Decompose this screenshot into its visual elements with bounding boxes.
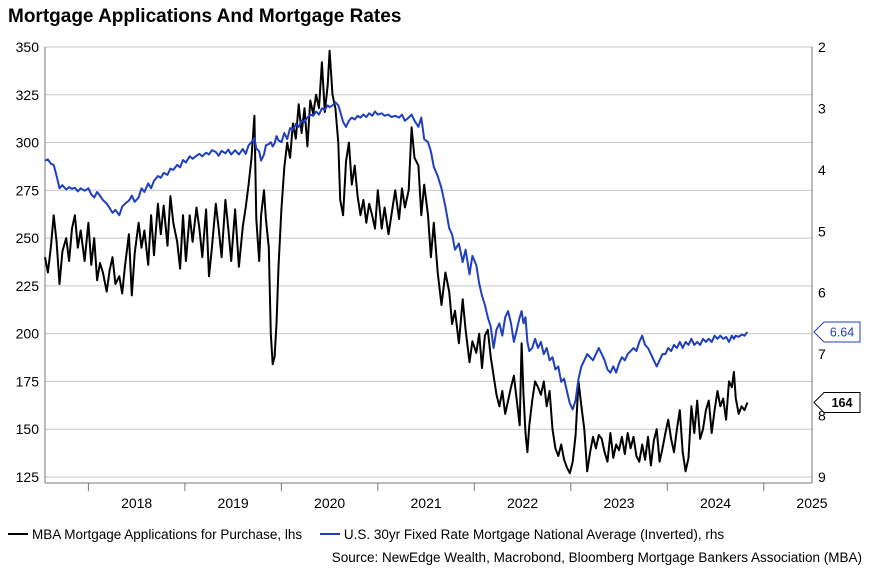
x-tick-label: 2024 — [700, 495, 731, 511]
value-labels: 164 6.64 — [813, 321, 861, 413]
right-tick-label: 6 — [818, 285, 826, 301]
right-tick-label: 9 — [818, 469, 826, 485]
legend-swatch-blue — [319, 533, 340, 535]
x-tick-label: 2020 — [314, 495, 345, 511]
series-line-applications — [44, 49, 749, 475]
x-tick-label: 2022 — [507, 495, 538, 511]
legend-label-applications: MBA Mortgage Applications for Purchase, … — [32, 526, 303, 542]
right-tick-label: 8 — [818, 408, 826, 424]
left-tick-label: 250 — [16, 230, 40, 246]
left-tick-label: 350 — [16, 39, 40, 55]
x-tick-label: 2025 — [796, 495, 827, 511]
legend-swatch-black — [8, 533, 28, 535]
left-tick-label: 225 — [16, 278, 40, 294]
x-tick-label: 2023 — [603, 495, 634, 511]
left-tick-label: 150 — [16, 421, 40, 437]
right-tick-label: 4 — [818, 162, 826, 178]
right-tick-label: 3 — [818, 100, 826, 116]
right-tick-label: 7 — [818, 346, 826, 362]
value-tag-applications — [813, 391, 861, 413]
source-note: Source: NewEdge Wealth, Macrobond, Bloom… — [331, 550, 862, 565]
left-tick-label: 325 — [16, 87, 40, 103]
legend-item-applications: MBA Mortgage Applications for Purchase, … — [8, 527, 302, 542]
left-tick-label: 300 — [16, 135, 40, 151]
gridlines — [45, 46, 812, 478]
legend: MBA Mortgage Applications for Purchase, … — [8, 523, 738, 542]
right-tick-label: 5 — [818, 223, 826, 239]
x-tick-label: 2021 — [411, 495, 442, 511]
series-line-mortgage-rate — [44, 101, 749, 411]
value-label-applications: 164 — [832, 396, 853, 410]
value-tag-mortgage-rate — [813, 321, 861, 343]
chart-title: Mortgage Applications And Mortgage Rates — [8, 6, 402, 27]
legend-label-mortgage-rate: U.S. 30yr Fixed Rate Mortgage National A… — [343, 526, 725, 542]
x-tick-label: 2018 — [121, 495, 152, 511]
series — [44, 49, 749, 475]
left-tick-label: 200 — [16, 326, 40, 342]
left-tick-label: 275 — [16, 182, 40, 198]
x-tick-label: 2019 — [218, 495, 249, 511]
axes: 350 325 300 275 250 225 200 175 150 125 2 3 4 5 6 7 8 9 20… — [16, 39, 828, 511]
left-tick-label: 125 — [16, 469, 40, 485]
left-tick-label: 175 — [16, 373, 40, 389]
value-label-mortgage-rate: 6.64 — [830, 326, 854, 340]
right-tick-label: 2 — [818, 39, 826, 55]
legend-item-mortgage-rate: U.S. 30yr Fixed Rate Mortgage National A… — [319, 526, 725, 542]
